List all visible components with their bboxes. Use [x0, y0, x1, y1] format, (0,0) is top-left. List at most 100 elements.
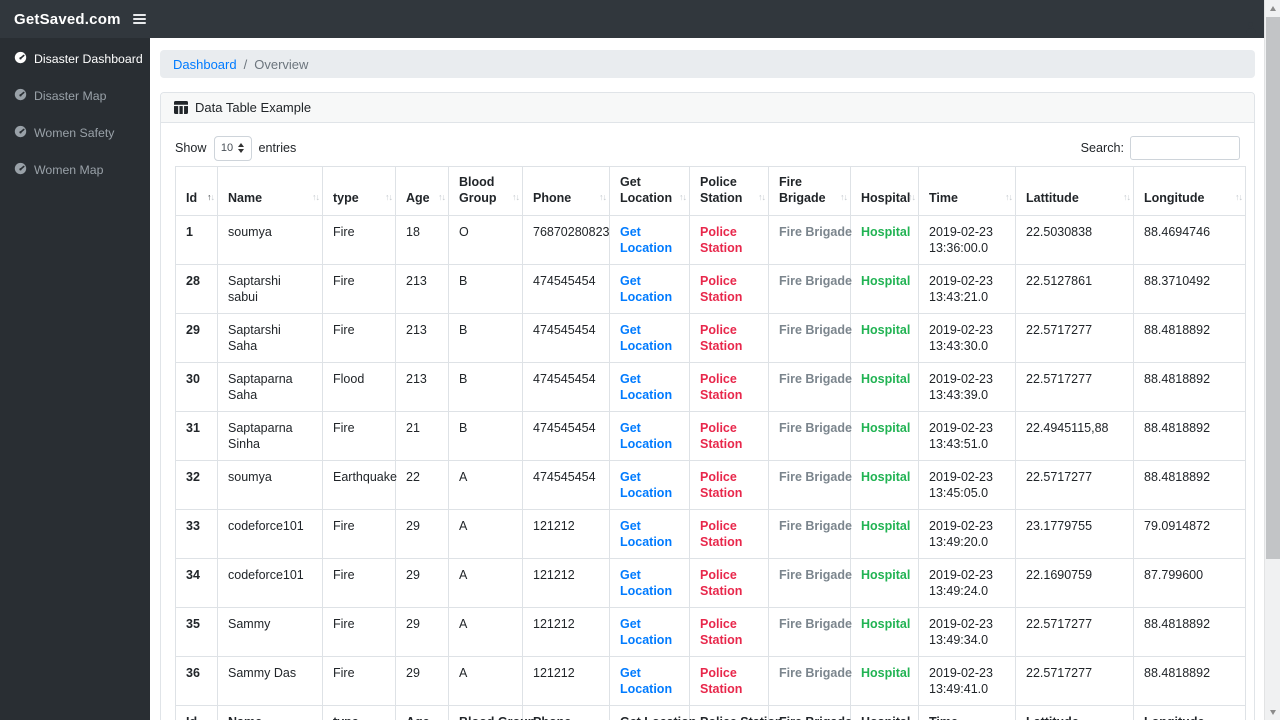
search-input[interactable] [1130, 136, 1240, 160]
cell-blood-group-cell: A [448, 558, 523, 608]
sidebar-item-women-safety[interactable]: Women Safety [0, 114, 150, 151]
police-station-link[interactable]: Police Station [700, 470, 743, 500]
cell-longitude-cell: 88.4818892 [1133, 460, 1246, 510]
column-footer-time: Time [918, 705, 1016, 720]
cell-longitude-cell: 88.3710492 [1133, 264, 1246, 314]
table-row: 32 soumya Earthquake 22 A 474545454 Get Locati… [175, 460, 1246, 510]
cell-name-cell: soumya [217, 215, 323, 265]
get-location-link[interactable]: Get Location [620, 470, 673, 500]
get-location-link[interactable]: Get Location [620, 666, 673, 696]
hospital-link[interactable]: Hospital [861, 274, 911, 288]
cell-id: 36 [186, 666, 200, 680]
column-header-name[interactable]: Name ↑↓ [217, 166, 323, 216]
hospital-link[interactable]: Hospital [861, 666, 911, 680]
cell-name-cell: Saptaparna Saha [217, 362, 323, 412]
get-location-link[interactable]: Get Location [620, 225, 673, 255]
get-location-link[interactable]: Get Location [620, 617, 673, 647]
hospital-link[interactable]: Hospital [861, 470, 911, 484]
hospital-link[interactable]: Hospital [861, 421, 911, 435]
hospital-link[interactable]: Hospital [861, 225, 911, 239]
get-location-link[interactable]: Get Location [620, 421, 673, 451]
hamburger-menu-icon[interactable] [132, 14, 146, 24]
fire-brigade-link-cell: Fire Brigade [768, 558, 852, 608]
hospital-link-cell: Hospital [850, 264, 919, 314]
column-header-hospital[interactable]: Hospital ↑↓ [850, 166, 919, 216]
police-station-link[interactable]: Police Station [700, 421, 743, 451]
get-location-link[interactable]: Get Location [620, 372, 673, 402]
table-row: 34 codeforce101 Fire 29 A 121212 Get Location P… [175, 558, 1246, 608]
scrollbar-up-arrow-icon[interactable] [1265, 0, 1280, 16]
column-header-longitude[interactable]: Longitude ↑↓ [1133, 166, 1246, 216]
hospital-link[interactable]: Hospital [861, 568, 911, 582]
column-header-time[interactable]: Time ↑↓ [918, 166, 1016, 216]
get-location-link[interactable]: Get Location [620, 519, 673, 549]
cell-lattitude: 22.4945115,88 [1026, 421, 1109, 435]
column-header-type[interactable]: type ↑↓ [322, 166, 396, 216]
hospital-link[interactable]: Hospital [861, 617, 911, 631]
table-row: 35 Sammy Fire 29 A 121212 Get Location Police S… [175, 607, 1246, 657]
get-location-link-cell: Get Location [609, 460, 690, 510]
column-header-age[interactable]: Age ↑↓ [395, 166, 449, 216]
app-brand[interactable]: GetSaved.com [14, 10, 121, 28]
fire-brigade-link[interactable]: Fire Brigade [779, 470, 852, 484]
column-header-police-station[interactable]: Police Station ↑↓ [689, 166, 769, 216]
fire-brigade-link[interactable]: Fire Brigade [779, 225, 852, 239]
cell-id: 28 [186, 274, 200, 288]
cell-phone: 121212 [533, 568, 575, 582]
cell-longitude: 88.3710492 [1144, 274, 1211, 288]
cell-longitude-cell: 88.4818892 [1133, 313, 1246, 363]
sidebar-item-women-map[interactable]: Women Map [0, 151, 150, 188]
police-station-link-cell: Police Station [689, 411, 769, 461]
fire-brigade-link[interactable]: Fire Brigade [779, 568, 852, 582]
scrollbar-thumb[interactable] [1266, 17, 1280, 559]
sort-icon: ↑↓ [908, 192, 916, 202]
column-header-blood-group[interactable]: Blood Group ↑↓ [448, 166, 523, 216]
fire-brigade-link[interactable]: Fire Brigade [779, 323, 852, 337]
hospital-link[interactable]: Hospital [861, 323, 911, 337]
sidebar-item-label: Women Map [34, 162, 104, 177]
breadcrumb-dashboard-link[interactable]: Dashboard [173, 56, 237, 72]
cell-id-cell: 32 [175, 460, 218, 510]
get-location-link[interactable]: Get Location [620, 323, 673, 353]
hospital-link[interactable]: Hospital [861, 372, 911, 386]
fire-brigade-link[interactable]: Fire Brigade [779, 666, 852, 680]
cell-longitude: 88.4818892 [1144, 323, 1211, 337]
page-scrollbar[interactable] [1264, 0, 1280, 720]
column-header-fire-brigade[interactable]: Fire Brigade ↑↓ [768, 166, 851, 216]
table-row: 29 Saptarshi Saha Fire 213 B 474545454 Get Loc… [175, 313, 1246, 363]
column-footer-police-station: Police Station [689, 705, 783, 720]
police-station-link[interactable]: Police Station [700, 323, 743, 353]
police-station-link[interactable]: Police Station [700, 372, 743, 402]
hospital-link[interactable]: Hospital [861, 519, 911, 533]
get-location-link[interactable]: Get Location [620, 568, 673, 598]
cell-name: Saptarshi sabui [228, 274, 281, 304]
cell-blood-group: A [459, 568, 468, 582]
fire-brigade-link[interactable]: Fire Brigade [779, 421, 852, 435]
police-station-link[interactable]: Police Station [700, 666, 743, 696]
fire-brigade-link[interactable]: Fire Brigade [779, 519, 852, 533]
column-header-get-location[interactable]: Get Location ↑↓ [609, 166, 690, 216]
police-station-link[interactable]: Police Station [700, 225, 743, 255]
fire-brigade-link[interactable]: Fire Brigade [779, 372, 852, 386]
get-location-link-cell: Get Location [609, 313, 690, 363]
police-station-link[interactable]: Police Station [700, 519, 743, 549]
cell-lattitude-cell: 22.5717277 [1015, 362, 1134, 412]
police-station-link[interactable]: Police Station [700, 568, 743, 598]
cell-name-cell: Saptarshi Saha [217, 313, 323, 363]
cell-longitude: 88.4818892 [1144, 470, 1211, 484]
sidebar-item-disaster-map[interactable]: Disaster Map [0, 77, 150, 114]
get-location-link[interactable]: Get Location [620, 274, 673, 304]
cell-phone-cell: 474545454 [522, 362, 610, 412]
fire-brigade-link[interactable]: Fire Brigade [779, 274, 852, 288]
fire-brigade-link[interactable]: Fire Brigade [779, 617, 852, 631]
sidebar-item-disaster-dashboard[interactable]: Disaster Dashboard [0, 40, 150, 77]
cell-blood-group-cell: O [448, 215, 523, 265]
scrollbar-down-arrow-icon[interactable] [1265, 704, 1280, 720]
police-station-link[interactable]: Police Station [700, 617, 743, 647]
police-station-link[interactable]: Police Station [700, 274, 743, 304]
entries-select[interactable]: 10 [213, 135, 252, 161]
cell-age-cell: 29 [395, 607, 449, 657]
column-header-phone[interactable]: Phone ↑↓ [522, 166, 610, 216]
column-header-lattitude[interactable]: Lattitude ↑↓ [1015, 166, 1134, 216]
column-header-id[interactable]: Id ↑↓ [175, 166, 218, 216]
